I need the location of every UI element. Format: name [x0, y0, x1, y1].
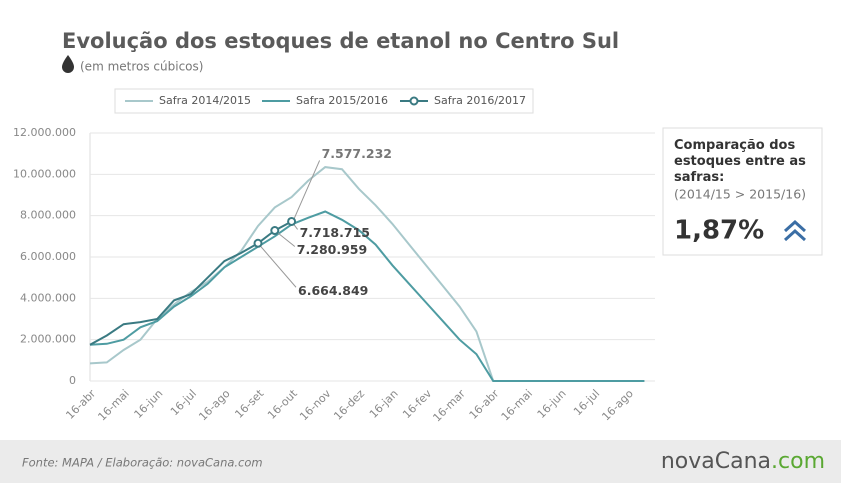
y-tick-label: 12.000.000 [13, 126, 76, 139]
y-tick-label: 2.000.000 [20, 333, 76, 346]
chart-title: Evolução dos estoques de etanol no Centr… [62, 29, 619, 53]
logo-part: Cana [715, 449, 771, 474]
footer-band [0, 440, 841, 483]
y-tick-label: 8.000.000 [20, 209, 76, 222]
panel-heading: Comparação dos estoques entre as safras: [674, 138, 806, 185]
panel-comparison: (2014/15 > 2015/16) [674, 187, 806, 202]
legend: Safra 2014/2015 Safra 2015/2016 Safra 2016… [125, 94, 526, 107]
point-marker [253, 238, 263, 248]
legend-box [114, 88, 534, 114]
annotation-leader [291, 160, 321, 225]
point-marker [287, 216, 297, 226]
data-label: 6.664.849 [298, 283, 368, 298]
logo: novaCana.com [661, 449, 825, 474]
logo-part: .com [771, 449, 825, 474]
y-tick-label: 6.000.000 [20, 250, 76, 263]
point-marker [270, 226, 280, 236]
legend-label: Safra 2016/2017 [434, 94, 526, 107]
chart-subtitle: (em metros cúbicos) [80, 60, 203, 74]
legend-label: Safra 2015/2016 [296, 94, 388, 107]
up-chevron-icon [783, 219, 807, 242]
footer-source: Fonte: MAPA / Elaboração: novaCana.com [22, 456, 263, 470]
series-line [89, 210, 645, 382]
data-label: 7.577.232 [322, 146, 392, 161]
drop-icon [62, 55, 74, 73]
comparison-panel [662, 127, 823, 256]
data-label: 7.718.715 [300, 225, 370, 240]
annotation-leader [257, 242, 297, 288]
legend-label: Safra 2014/2015 [159, 94, 251, 107]
panel-figure: 1,87% [674, 216, 764, 246]
logo-part: nova [661, 449, 715, 474]
y-tick-label: 0 [69, 374, 76, 387]
data-label: 7.280.959 [297, 242, 367, 257]
y-tick-label: 4.000.000 [20, 291, 76, 304]
legend-marker [409, 96, 419, 106]
y-tick-label: 10.000.000 [13, 167, 76, 180]
